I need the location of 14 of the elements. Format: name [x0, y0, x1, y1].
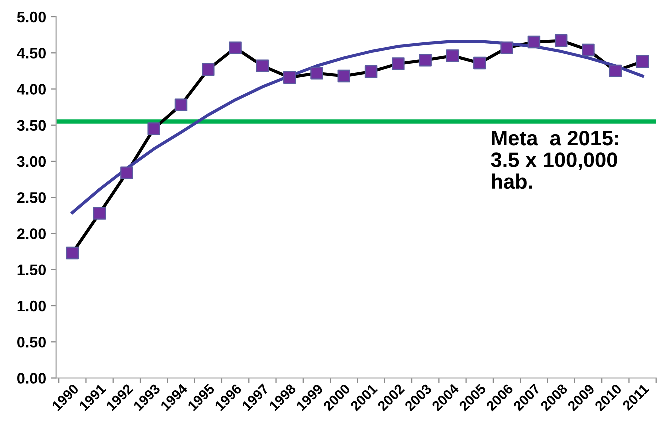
y-tick-label: 3.00 — [17, 156, 46, 168]
point — [120, 166, 134, 180]
y-tick-label: 3.50 — [17, 120, 46, 132]
y-tick-label: 4.50 — [17, 48, 46, 59]
y-tick-label: 2.50 — [17, 192, 46, 204]
y-tick-label: 1.50 — [18, 264, 46, 276]
ref-line-label: Meta a 2015: 3.5 x 100,000 hab. — [491, 130, 618, 190]
y-tick-label: 2.00 — [17, 228, 46, 240]
y-tick-label: 4.00 — [17, 84, 46, 95]
point — [392, 58, 405, 70]
y-tick-label: 0.00 — [18, 373, 46, 384]
y-tick-label: 5.00 — [17, 12, 46, 23]
y-tick-label: 0.50 — [18, 336, 46, 348]
y-tick-label: 1.00 — [18, 300, 46, 312]
